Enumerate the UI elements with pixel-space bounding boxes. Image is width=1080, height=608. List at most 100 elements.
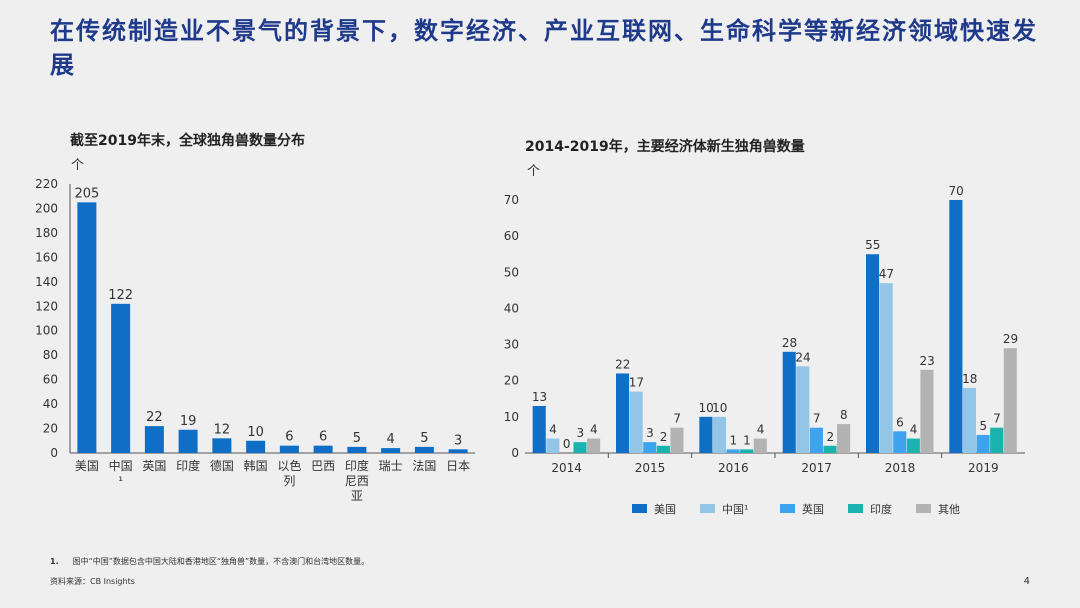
data-label: 22 bbox=[615, 357, 630, 371]
x-tick-label: 瑞士 bbox=[379, 459, 403, 473]
bar bbox=[347, 446, 367, 453]
bar bbox=[532, 406, 546, 453]
footnote-number: 1. bbox=[50, 557, 59, 566]
x-tick-label: 巴西 bbox=[311, 459, 335, 473]
y-tick-label: 0 bbox=[511, 446, 519, 460]
x-tick-label: ¹ bbox=[118, 474, 123, 488]
data-label: 18 bbox=[962, 372, 977, 386]
x-tick-label: 印度 bbox=[345, 458, 369, 473]
x-tick-label: 亚 bbox=[351, 489, 363, 503]
bar bbox=[178, 429, 198, 453]
bar bbox=[962, 387, 977, 453]
data-label: 2 bbox=[826, 430, 834, 444]
y-tick-label: 0 bbox=[50, 446, 58, 460]
bar bbox=[726, 449, 740, 453]
y-tick-label: 60 bbox=[504, 229, 519, 243]
bar bbox=[670, 427, 684, 453]
bar bbox=[753, 438, 767, 453]
data-label: 29 bbox=[1003, 332, 1018, 346]
bar bbox=[809, 427, 823, 453]
data-label: 8 bbox=[840, 408, 848, 422]
left-chart-unit: 个 bbox=[71, 158, 85, 173]
bar bbox=[782, 351, 796, 453]
data-label: 4 bbox=[590, 423, 598, 437]
y-tick-label: 180 bbox=[35, 226, 58, 240]
x-tick-label: 印度 bbox=[176, 458, 200, 473]
legend-swatch bbox=[700, 504, 715, 513]
data-label: 10 bbox=[698, 401, 713, 415]
bar bbox=[796, 366, 810, 453]
y-tick-label: 100 bbox=[35, 324, 58, 338]
x-tick-label: 美国 bbox=[75, 459, 99, 473]
x-tick-label: 中国 bbox=[109, 458, 133, 473]
legend-label: 美国 bbox=[654, 503, 676, 516]
legend-label: 印度 bbox=[870, 502, 892, 516]
data-label: 0 bbox=[563, 437, 571, 451]
x-tick-label: 法国 bbox=[412, 459, 436, 473]
data-label: 23 bbox=[920, 354, 935, 368]
data-label: 7 bbox=[673, 412, 681, 426]
bar bbox=[77, 202, 97, 453]
data-label: 6 bbox=[285, 430, 293, 445]
data-label: 5 bbox=[420, 431, 428, 446]
data-label: 13 bbox=[532, 390, 547, 404]
data-label: 4 bbox=[910, 423, 918, 437]
bar bbox=[573, 442, 587, 453]
x-tick-label: 2014 bbox=[551, 461, 582, 475]
bar bbox=[990, 427, 1004, 453]
data-label: 10 bbox=[712, 401, 727, 415]
data-label: 3 bbox=[454, 433, 462, 448]
data-label: 19 bbox=[180, 414, 197, 429]
x-tick-label: 以色 bbox=[277, 459, 301, 473]
bar bbox=[111, 303, 131, 453]
y-tick-label: 200 bbox=[35, 201, 58, 215]
x-tick-label: 日本 bbox=[446, 459, 470, 473]
data-label: 205 bbox=[74, 186, 99, 201]
y-tick-label: 70 bbox=[504, 193, 519, 207]
bar bbox=[893, 431, 907, 453]
bar bbox=[313, 445, 333, 453]
data-label: 47 bbox=[879, 267, 894, 281]
bar bbox=[212, 438, 232, 453]
x-tick-label: 德国 bbox=[210, 458, 234, 473]
x-tick-label: 2017 bbox=[801, 461, 832, 475]
bar bbox=[279, 445, 299, 453]
data-label: 6 bbox=[319, 430, 327, 445]
bar bbox=[823, 445, 837, 453]
footnote-text: 图中“中国”数据包含中国大陆和香港地区“独角兽”数量，不含澳门和台湾地区数量。 bbox=[72, 557, 370, 566]
y-tick-label: 30 bbox=[504, 338, 519, 352]
y-tick-label: 60 bbox=[43, 373, 58, 387]
data-label: 7 bbox=[813, 412, 821, 426]
x-tick-label: 2018 bbox=[885, 461, 916, 475]
x-tick-label: 尼西 bbox=[345, 474, 369, 488]
legend-swatch bbox=[632, 504, 647, 513]
bar bbox=[587, 438, 601, 453]
data-label: 2 bbox=[660, 430, 668, 444]
footnote: 1. 图中“中国”数据包含中国大陆和香港地区“独角兽”数量，不含澳门和台湾地区数量… bbox=[50, 556, 369, 567]
bar bbox=[629, 391, 643, 453]
x-tick-label: 列 bbox=[283, 474, 295, 488]
legend-swatch bbox=[780, 504, 795, 513]
page-number: 4 bbox=[1023, 576, 1030, 587]
bar bbox=[699, 416, 713, 453]
bar bbox=[866, 254, 880, 453]
data-label: 6 bbox=[896, 415, 904, 429]
data-label: 5 bbox=[980, 419, 988, 433]
bar bbox=[546, 438, 560, 453]
bar bbox=[448, 449, 468, 453]
bar bbox=[643, 442, 657, 453]
bar bbox=[414, 446, 434, 453]
data-label: 3 bbox=[646, 426, 654, 440]
legend-swatch bbox=[916, 504, 931, 513]
legend-swatch bbox=[848, 504, 863, 513]
bar bbox=[616, 373, 630, 453]
data-label: 4 bbox=[386, 432, 394, 447]
data-label: 28 bbox=[782, 336, 797, 350]
data-label: 4 bbox=[549, 423, 557, 437]
source-note: 资料来源：CB Insights bbox=[50, 577, 135, 586]
x-tick-label: 英国 bbox=[142, 459, 166, 473]
x-tick-label: 2019 bbox=[968, 461, 999, 475]
data-label: 10 bbox=[247, 425, 264, 440]
x-tick-label: 2016 bbox=[718, 461, 749, 475]
